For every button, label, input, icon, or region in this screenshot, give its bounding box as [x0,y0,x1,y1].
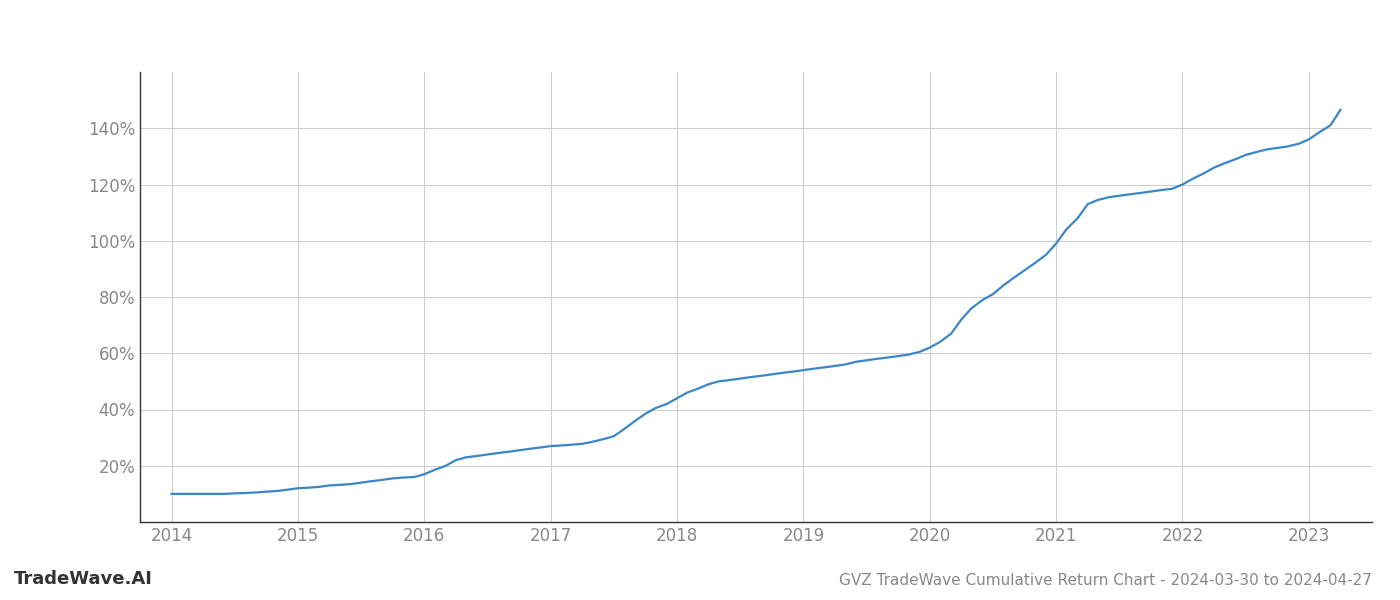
Text: GVZ TradeWave Cumulative Return Chart - 2024-03-30 to 2024-04-27: GVZ TradeWave Cumulative Return Chart - … [839,573,1372,588]
Text: TradeWave.AI: TradeWave.AI [14,570,153,588]
